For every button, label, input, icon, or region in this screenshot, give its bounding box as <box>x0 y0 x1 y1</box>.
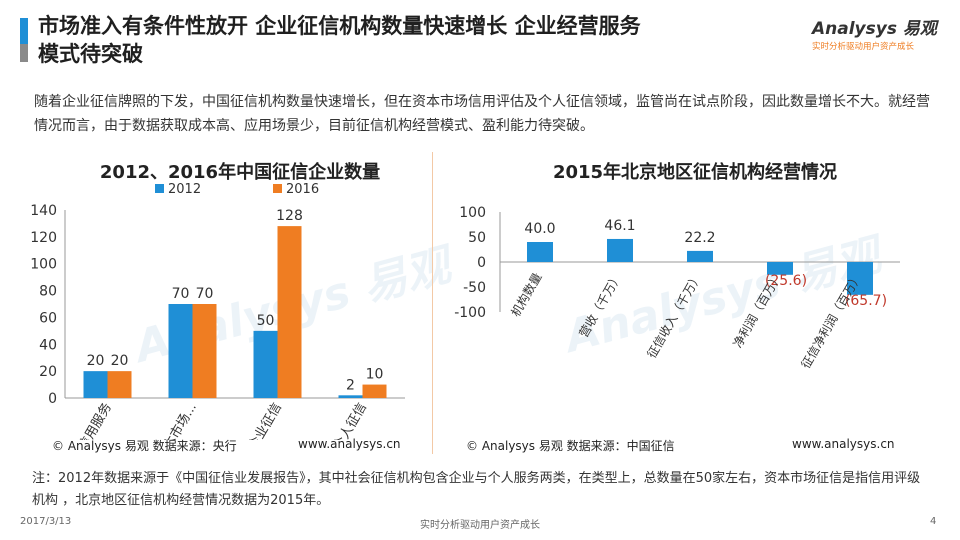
data-label: 20 <box>111 353 129 369</box>
bar-2016-0 <box>107 371 132 398</box>
x-tick-label: 净利润（百万） <box>730 271 784 351</box>
data-label: 46.1 <box>604 218 635 234</box>
footnote: 注：2012年数据来源于《中国征信业发展报告》，其中社会征信机构包含企业与个人服… <box>32 471 921 508</box>
legend-swatch-2016 <box>273 184 282 193</box>
x-tick-label: 征信净利润（百万） <box>798 271 864 372</box>
y-tick-label: -50 <box>463 280 486 296</box>
chart1-bar-chart: 2012 2016 0 20 40 60 80 100 120 140 20 20 信用服务 70 70 资本… <box>30 182 405 441</box>
legend-label-2016: 2016 <box>286 182 319 197</box>
data-label: 2 <box>346 377 355 393</box>
bar-4 <box>847 262 873 295</box>
logo-slogan: 实时分析驱动用户资产成长 <box>812 42 915 52</box>
title-accent-bar <box>20 18 28 62</box>
bar-2012-3 <box>338 395 363 398</box>
left-source-url: www.analysys.cn <box>298 437 401 451</box>
accent-bar-bottom <box>20 44 28 62</box>
page-title: 市场准入有条件性放开 企业征信机构数量快速增长 企业经营服务 模式待突破 <box>38 14 641 66</box>
legend-label-2012: 2012 <box>168 182 201 197</box>
data-label: 20 <box>87 353 105 369</box>
data-label: 70 <box>172 286 190 302</box>
chart2-title: 2015年北京地区征信机构经营情况 <box>552 162 838 183</box>
data-label: 22.2 <box>684 230 715 246</box>
y-tick-label: 0 <box>477 255 486 271</box>
right-source: © Analysys 易观 数据来源：中国征信 <box>466 439 675 453</box>
bar-2016-2 <box>277 226 302 398</box>
chart2-bar-chart: -100 -50 0 50 100 40.0 机构数量 46.1 营收（千万） 22.2 征信收入（… <box>454 205 900 372</box>
analysys-logo-icon: Analysys 易观 实时分析驱动用户资产成长 <box>812 18 942 58</box>
bar-0 <box>527 242 553 262</box>
logo-name: Analysys 易观 <box>812 19 937 39</box>
left-source: © Analysys 易观 数据来源：央行 <box>52 439 237 453</box>
chart-divider <box>432 152 433 454</box>
y-tick-label: 120 <box>30 230 57 246</box>
intro-paragraph: 随着企业征信牌照的下发，中国征信机构数量快速增长，但在资本市场信用评估及个人征信… <box>34 94 930 134</box>
bar-2012-0 <box>83 371 108 398</box>
x-tick-label: 信用服务 <box>75 400 115 440</box>
y-tick-label: 60 <box>39 310 57 326</box>
x-tick-label: 企业征信 <box>245 400 285 440</box>
data-label: 70 <box>196 286 214 302</box>
bar-2 <box>687 250 713 262</box>
right-source-url: www.analysys.cn <box>792 437 895 451</box>
data-label: 10 <box>366 367 384 383</box>
data-label: 40.0 <box>524 221 555 237</box>
y-tick-label: 100 <box>30 257 57 273</box>
bar-1 <box>607 238 633 262</box>
accent-bar-top <box>20 18 28 44</box>
y-tick-label: -100 <box>454 305 486 321</box>
bar-2016-3 <box>362 384 387 398</box>
bar-3 <box>767 262 793 275</box>
x-tick-label: 资本市场... <box>154 400 200 440</box>
y-tick-label: 100 <box>459 205 486 221</box>
x-tick-label: 营收（千万） <box>576 271 624 340</box>
y-tick-label: 20 <box>39 364 57 380</box>
x-tick-label: 机构数量 <box>508 270 545 319</box>
y-tick-label: 140 <box>30 203 57 219</box>
footer-slogan: 实时分析驱动用户资产成长 <box>420 520 540 531</box>
chart1-title: 2012、2016年中国征信企业数量 <box>99 162 381 183</box>
y-tick-label: 50 <box>468 230 486 246</box>
bar-2012-2 <box>253 330 278 398</box>
data-label: (25.6) <box>765 273 807 289</box>
x-tick-label: 个人征信 <box>331 401 370 441</box>
data-label: (65.7) <box>845 293 887 309</box>
footer-page-number: 4 <box>930 516 937 527</box>
bar-2016-1 <box>192 304 217 398</box>
y-tick-label: 40 <box>39 337 57 353</box>
x-tick-label: 征信收入（千万） <box>644 271 704 361</box>
legend-swatch-2012 <box>155 184 164 193</box>
footer-date: 2017/3/13 <box>20 516 72 527</box>
data-label: 50 <box>257 313 275 329</box>
bar-2012-1 <box>168 304 193 398</box>
y-tick-label: 0 <box>48 391 57 407</box>
y-tick-label: 80 <box>39 284 57 300</box>
data-label: 128 <box>276 208 303 224</box>
